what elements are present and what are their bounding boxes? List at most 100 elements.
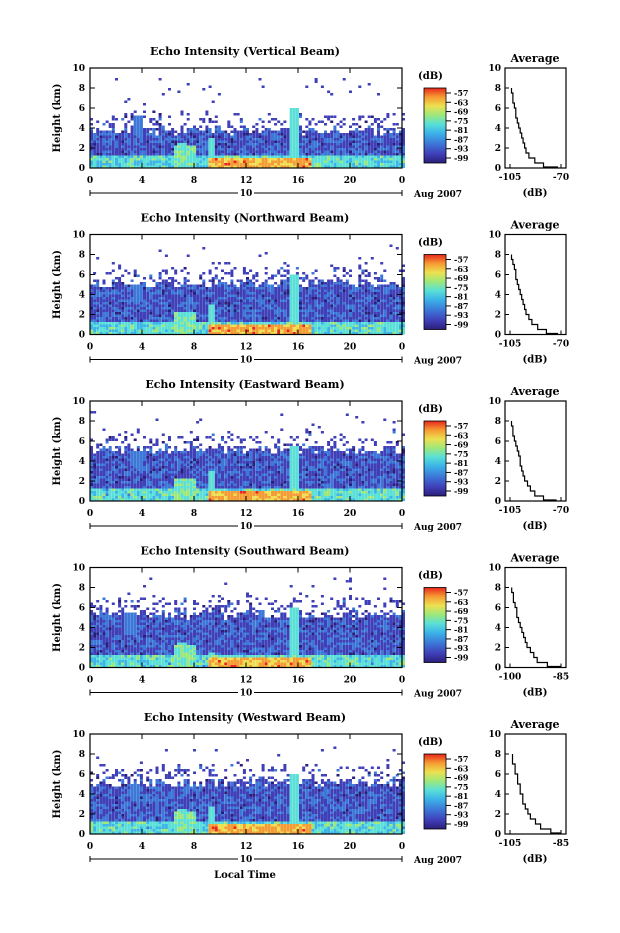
heatmap-cell xyxy=(265,158,268,161)
heatmap-cell xyxy=(280,143,283,146)
heatmap-cell xyxy=(259,290,262,293)
heatmap-cell xyxy=(112,481,115,484)
heatmap-cell xyxy=(146,302,149,305)
heatmap-cell xyxy=(330,322,333,325)
heatmap-cell xyxy=(352,317,355,320)
heatmap-cell xyxy=(243,153,246,156)
heatmap-cell xyxy=(181,436,184,439)
heatmap-cell xyxy=(277,325,280,328)
heatmap-cell xyxy=(121,300,124,303)
heatmap-cell xyxy=(290,300,293,303)
heatmap-cell xyxy=(277,163,280,166)
heatmap-cell xyxy=(230,138,233,141)
heatmap-cell xyxy=(283,317,286,320)
heatmap-cell xyxy=(134,153,137,156)
heatmap-cell xyxy=(318,310,321,313)
heatmap-cell xyxy=(159,285,162,288)
heatmap-cell xyxy=(209,322,212,325)
heatmap-cell xyxy=(112,486,115,489)
heatmap-cell xyxy=(262,163,265,166)
heatmap-cell xyxy=(199,307,202,310)
heatmap-cell xyxy=(305,330,308,333)
heatmap-cell xyxy=(115,295,118,298)
heatmap-cell xyxy=(383,312,386,315)
heatmap-cell xyxy=(346,320,349,323)
heatmap-cell xyxy=(205,143,208,146)
heatmap-cell xyxy=(140,136,143,139)
heatmap-cell xyxy=(99,136,102,139)
heatmap-cell xyxy=(361,300,364,303)
heatmap-cell xyxy=(299,158,302,161)
heatmap-cell xyxy=(103,456,106,459)
heatmap-cell xyxy=(193,128,196,131)
heatmap-cell xyxy=(293,275,296,278)
heatmap-cell xyxy=(93,305,96,308)
heatmap-cell xyxy=(355,138,358,141)
heatmap-cell xyxy=(355,310,358,313)
heatmap-cell xyxy=(277,143,280,146)
heatmap-cell xyxy=(168,456,171,459)
heatmap-cell xyxy=(380,295,383,298)
heatmap-cell xyxy=(352,330,355,333)
heatmap-cell xyxy=(308,128,311,131)
heatmap-cell xyxy=(124,113,127,116)
heatmap-cell xyxy=(196,456,199,459)
heatmap-cell xyxy=(190,128,193,131)
heatmap-cell xyxy=(308,282,311,285)
heatmap-cell xyxy=(308,158,311,161)
heatmap-cell xyxy=(396,123,399,126)
heatmap-cell xyxy=(318,292,321,295)
heatmap-cell xyxy=(118,474,121,477)
heatmap-cell xyxy=(137,148,140,151)
heatmap-cell xyxy=(396,143,399,146)
heatmap-cell xyxy=(146,300,149,303)
heatmap-cell xyxy=(262,158,265,161)
heatmap-cell xyxy=(115,486,118,489)
heatmap-cell xyxy=(390,151,393,154)
heatmap-cell xyxy=(293,141,296,144)
heatmap-cell xyxy=(127,158,130,161)
heatmap-cell xyxy=(271,302,274,305)
heatmap-cell xyxy=(181,128,184,131)
heatmap-cell xyxy=(171,486,174,489)
heatmap-cell xyxy=(352,161,355,164)
heatmap-cell xyxy=(293,320,296,323)
heatmap-cell xyxy=(343,148,346,151)
heatmap-cell xyxy=(168,491,171,494)
y-tick-label: 6 xyxy=(79,271,85,281)
heatmap-cell xyxy=(96,310,99,313)
heatmap-cell xyxy=(343,322,346,325)
heatmap-cell xyxy=(287,290,290,293)
heatmap-cell xyxy=(215,320,218,323)
heatmap-cell xyxy=(177,148,180,151)
heatmap-cell xyxy=(290,153,293,156)
heatmap-cell xyxy=(146,496,149,499)
heatmap-cell xyxy=(237,161,240,164)
heatmap-cell xyxy=(265,148,268,151)
heatmap-cell xyxy=(330,305,333,308)
heatmap-cell xyxy=(165,317,168,320)
heatmap-cell xyxy=(190,315,193,318)
heatmap-cell xyxy=(131,131,134,134)
heatmap-cell xyxy=(255,275,258,278)
heatmap-cell xyxy=(146,287,149,290)
heatmap-cell xyxy=(187,461,190,464)
heatmap-cell xyxy=(118,146,121,149)
heatmap-cell xyxy=(196,287,199,290)
heatmap-cell xyxy=(187,491,190,494)
heatmap-cell xyxy=(227,136,230,139)
heatmap-cell xyxy=(249,292,252,295)
heatmap-cell xyxy=(171,267,174,270)
heatmap-cell xyxy=(134,158,137,161)
heatmap-cell xyxy=(340,141,343,144)
heatmap-cell xyxy=(174,476,177,479)
heatmap-cell xyxy=(365,327,368,330)
heatmap-cell xyxy=(318,133,321,136)
heatmap-cell xyxy=(202,151,205,154)
heatmap-cell xyxy=(131,479,134,482)
heatmap-cell xyxy=(181,320,184,323)
heatmap-cell xyxy=(380,302,383,305)
heatmap-cell xyxy=(165,451,168,454)
heatmap-cell xyxy=(199,148,202,151)
heatmap-cell xyxy=(137,491,140,494)
